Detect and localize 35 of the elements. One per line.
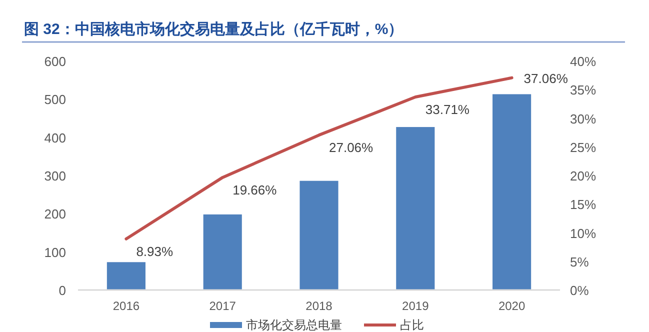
y-tick-label: 100 (44, 244, 66, 260)
y-tick-label: 300 (44, 168, 66, 184)
x-tick-label: 2016 (112, 299, 140, 313)
y2-tick-label: 5% (570, 254, 590, 270)
y2-tick-label: 35% (570, 82, 596, 98)
x-tick-label: 2019 (402, 299, 430, 313)
data-label: 19.66% (232, 182, 278, 198)
y-tick-label: 600 (44, 54, 66, 69)
y2-tick-label: 25% (570, 140, 596, 155)
x-tick-label: 2017 (209, 299, 236, 313)
y-tick-label: 0 (58, 283, 66, 298)
data-label: 37.06% (524, 70, 568, 86)
data-label: 27.06% (329, 140, 374, 156)
y2-tick-label: 40% (570, 54, 596, 69)
y-tick-label: 400 (44, 130, 66, 146)
bar (492, 94, 532, 290)
bar (203, 214, 242, 290)
y2-tick-label: 15% (570, 197, 596, 212)
data-label: 33.71% (425, 102, 470, 118)
y2-tick-label: 20% (570, 168, 596, 184)
x-tick-label: 2018 (306, 299, 333, 313)
y-tick-label: 200 (44, 206, 66, 222)
data-label: 8.93% (136, 244, 174, 259)
legend-label: 占比 (400, 318, 424, 332)
bar (300, 180, 338, 290)
y2-tick-label: 30% (570, 111, 596, 126)
y-tick-label: 500 (44, 92, 66, 108)
bar (396, 127, 435, 290)
y2-tick-label: 10% (570, 226, 596, 241)
legend-label: 市场化交易总电量 (246, 318, 342, 332)
x-tick-label: 2020 (498, 299, 526, 313)
line-series (124, 76, 514, 240)
y2-tick-label: 0% (570, 283, 590, 298)
chart-title: 图 32：中国核电市场化交易电量及占比（亿千瓦时，%） (24, 20, 404, 38)
bar (106, 262, 146, 290)
